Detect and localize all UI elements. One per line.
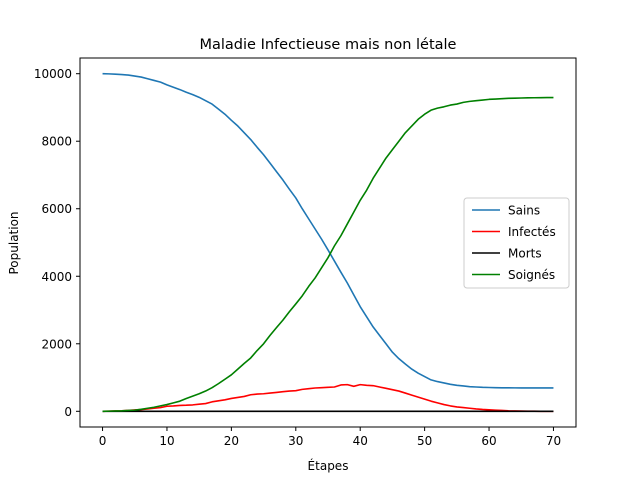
y-tick-label-1: 2000 <box>41 337 72 351</box>
legend-label-2: Morts <box>508 247 542 261</box>
legend-label-3: Soignés <box>508 268 555 282</box>
x-tick-label-5: 50 <box>417 434 432 448</box>
series-line-3 <box>102 96 554 413</box>
y-axis: 0 2000 4000 6000 8000 10000 <box>34 67 80 419</box>
x-tick-label-4: 40 <box>353 434 368 448</box>
x-tick-label-6: 60 <box>481 434 496 448</box>
x-axis-label: Étapes <box>308 458 349 473</box>
x-tick-label-1: 10 <box>159 434 174 448</box>
x-tick-label-7: 70 <box>546 434 561 448</box>
y-tick-label-3: 6000 <box>41 202 72 216</box>
legend-label-1: Infectés <box>508 225 556 239</box>
y-tick-label-4: 8000 <box>41 135 72 149</box>
x-axis: 0 10 20 30 40 50 60 70 <box>99 427 561 448</box>
chart-title: Maladie Infectieuse mais non létale <box>200 37 457 53</box>
legend: Sains Infectés Morts Soignés <box>463 197 570 289</box>
legend-label-0: Sains <box>508 204 540 218</box>
series-layer <box>102 72 554 413</box>
x-tick-label-3: 30 <box>288 434 303 448</box>
series-line-1 <box>102 383 554 413</box>
plot-frame <box>79 57 577 428</box>
y-axis-label: Population <box>7 211 21 274</box>
plot-area <box>79 57 577 428</box>
series-line-0 <box>102 72 554 389</box>
y-tick-label-2: 4000 <box>41 270 72 284</box>
x-tick-label-0: 0 <box>99 434 107 448</box>
legend-box <box>463 197 570 289</box>
x-tick-label-2: 20 <box>224 434 239 448</box>
y-tick-label-0: 0 <box>64 405 72 419</box>
y-tick-label-5: 10000 <box>34 67 72 81</box>
